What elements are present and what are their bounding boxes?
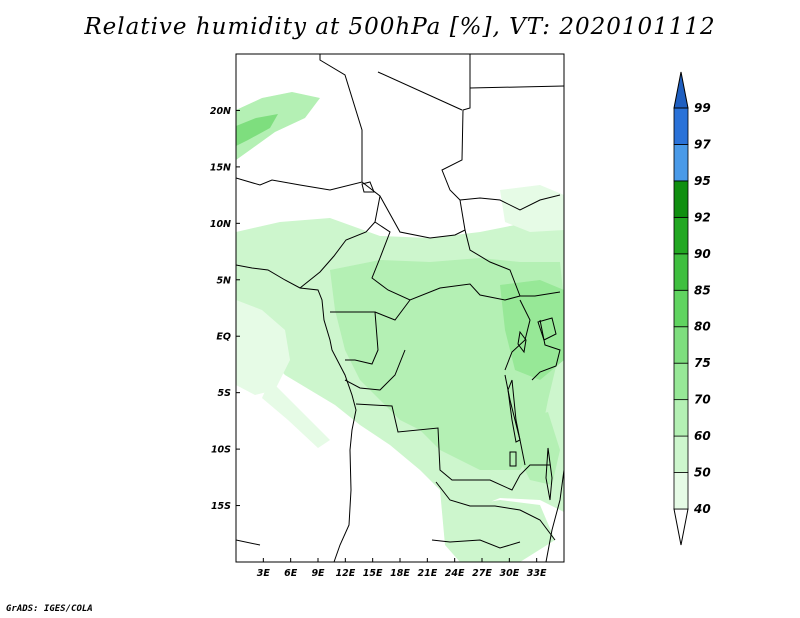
colorbar-label: 97	[694, 137, 711, 151]
colorbar-arrow-low	[673, 508, 689, 546]
lat-tick-label: 5S	[218, 388, 232, 399]
colorbar-segment	[673, 216, 689, 255]
colorbar-label: 90	[694, 247, 711, 261]
lat-tick-label: 5N	[216, 275, 231, 286]
humidity-area-southwest-tongue	[262, 380, 330, 448]
lon-tick-label: 12E	[335, 568, 355, 579]
colorbar-segment	[673, 289, 689, 328]
colorbar-segment	[673, 144, 689, 182]
humidity-area-west	[236, 300, 290, 395]
lake-chad	[361, 181, 375, 193]
lon-tick-label: 30E	[499, 568, 519, 579]
colorbar-label: 60	[694, 429, 711, 443]
colorbar-label: 70	[694, 393, 711, 407]
lat-tick-label: EQ	[216, 332, 231, 343]
lake-malawi	[545, 447, 553, 501]
lat-tick-label: 20N	[210, 106, 231, 117]
humidity-area-ne-patch	[500, 185, 564, 232]
lat-tick-label: 10N	[210, 219, 231, 230]
lon-tick-label: 27E	[472, 568, 492, 579]
colorbar-label: 99	[694, 101, 711, 115]
colorbar-segment	[673, 326, 689, 364]
humidity-area-north-band	[236, 92, 320, 160]
colorbar-label: 50	[694, 466, 711, 480]
coastline-east	[545, 469, 564, 562]
colorbar-segment	[673, 362, 689, 401]
humidity-area-lakes	[500, 280, 564, 380]
colorbar-segment	[673, 472, 689, 510]
lon-tick-label: 18E	[390, 568, 410, 579]
country-borders	[236, 54, 564, 562]
humidity-area-north-core	[236, 114, 278, 146]
colorbar-segment	[673, 180, 689, 218]
lon-tick-label: 21E	[417, 568, 437, 579]
colorbar-label: 92	[694, 210, 711, 224]
lake-tanganyika	[507, 379, 521, 443]
lakes	[361, 181, 557, 501]
lat-tick-label: 15S	[211, 501, 231, 512]
colorbar-label: 80	[694, 320, 711, 334]
humidity-shading	[236, 92, 564, 562]
colorbar-segment	[673, 253, 689, 291]
lon-tick-label: 15E	[363, 568, 383, 579]
colorbar-label: 40	[693, 502, 711, 516]
humidity-area-southeast	[515, 412, 560, 485]
lon-tick-label: 33E	[527, 568, 547, 579]
colorbar-label: 75	[694, 356, 711, 370]
colorbar-label: 95	[694, 174, 711, 188]
colorbar-segment	[673, 435, 689, 473]
credit-label: GrADS: IGES/COLA	[6, 604, 93, 614]
humidity-area-south	[440, 490, 555, 562]
colorbar-label: 85	[694, 283, 711, 297]
map-title: Relative humidity at 500hPa [%], VT: 202…	[84, 14, 716, 40]
colorbar-segment	[673, 399, 689, 437]
latitude-ticks: 20N 15N 10N 5N EQ 5S 10S 15S	[210, 106, 240, 512]
lat-tick-label: 15N	[210, 162, 231, 173]
lon-tick-label: 9E	[311, 568, 325, 579]
colorbar-arrow-high	[673, 71, 689, 109]
longitude-ticks: 3E 6E 9E 12E 15E 18E 21E 24E 27E 30E 33E	[257, 558, 547, 579]
lake-albert	[517, 330, 527, 354]
lat-tick-label: 10S	[211, 445, 231, 456]
colorbar: 40 50 60 70 75 80 85 90 92 95 97 99	[673, 71, 711, 546]
coastline-west	[236, 264, 357, 562]
lake-victoria	[537, 317, 557, 341]
colorbar-segment	[673, 107, 689, 145]
lon-tick-label: 3E	[257, 568, 271, 579]
lon-tick-label: 24E	[445, 568, 465, 579]
lon-tick-label: 6E	[284, 568, 298, 579]
lake-mweru	[509, 451, 517, 467]
